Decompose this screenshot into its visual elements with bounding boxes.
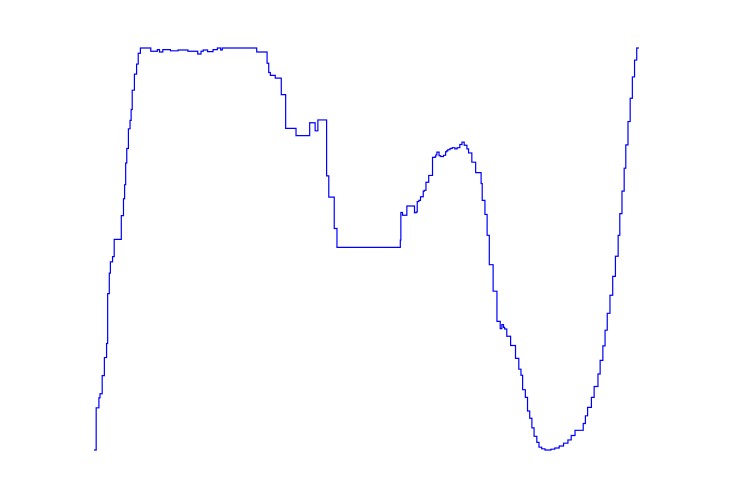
plot-area xyxy=(94,47,639,451)
series-line-1 xyxy=(94,47,639,451)
